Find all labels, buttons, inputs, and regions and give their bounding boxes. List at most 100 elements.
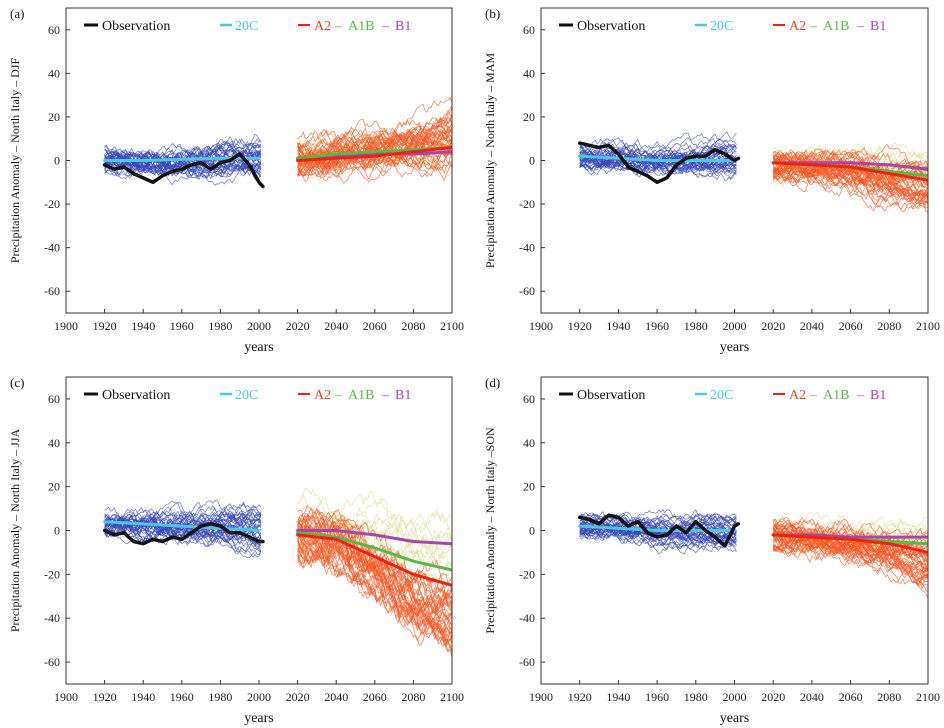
legend-a1b-label: A1B bbox=[823, 19, 849, 34]
x-tick-label: 1900 bbox=[54, 319, 78, 333]
series-a2-line bbox=[296, 145, 452, 162]
panel-d: 1900 1920 1940 1960 1980 2000 2020 2040 2060 2080… bbox=[483, 375, 940, 726]
y-tick-label: -20 bbox=[519, 197, 535, 211]
series-observation-line bbox=[577, 513, 741, 548]
ensemble-member-line bbox=[104, 145, 262, 174]
ensemble-member-line bbox=[297, 146, 452, 178]
legend: Observation 20C A2– A1B – B1 bbox=[84, 388, 411, 403]
y-axis-label: Precipitation Anomaly – North Italy –SON bbox=[483, 427, 497, 634]
legend-a1b-label: A1B bbox=[823, 388, 849, 403]
legend-b1-swatch: – bbox=[856, 388, 865, 403]
x-tick-label: 2020 bbox=[761, 690, 785, 704]
x-tick-label: 2080 bbox=[877, 690, 901, 704]
x-tick-label: 1920 bbox=[93, 690, 117, 704]
y-tick-label: 60 bbox=[48, 23, 60, 37]
ensemble-member-line bbox=[297, 117, 452, 166]
y-tick-label: 0 bbox=[54, 154, 60, 168]
y-tick-label: 20 bbox=[523, 110, 535, 124]
panel-label: (d) bbox=[485, 375, 500, 390]
y-tick-label: -40 bbox=[44, 241, 60, 255]
legend-observation-label: Observation bbox=[577, 388, 645, 403]
legend-a2-label: A2 bbox=[789, 388, 806, 403]
ensemble-member-line bbox=[772, 522, 928, 585]
y-tick-label: 0 bbox=[529, 154, 535, 168]
x-axis-label: years bbox=[720, 340, 750, 355]
ensemble-member-line bbox=[104, 135, 262, 164]
x-tick-label: 2040 bbox=[800, 690, 824, 704]
y-tick-label: -20 bbox=[44, 197, 60, 211]
legend-20c-label: 20C bbox=[235, 388, 258, 403]
x-tick-label: 2040 bbox=[324, 319, 348, 333]
x-tick-label: 2000 bbox=[723, 690, 747, 704]
panel-label: (a) bbox=[10, 6, 24, 21]
ensemble-member-line bbox=[773, 518, 928, 562]
ensemble-member-line bbox=[297, 96, 452, 162]
legend: Observation 20C A2– A1B – B1 bbox=[559, 19, 886, 34]
series-observation-line bbox=[577, 141, 741, 185]
x-tick-label: 2000 bbox=[723, 319, 747, 333]
x-tick-label: 1900 bbox=[529, 690, 553, 704]
legend-a1b-label: A1B bbox=[348, 19, 374, 34]
x-axis-label: years bbox=[720, 711, 750, 726]
y-tick-label: 40 bbox=[523, 436, 535, 450]
ensemble-member-line bbox=[104, 512, 262, 535]
ensemble-member-line bbox=[579, 517, 737, 545]
y-axis-label: Precipitation Anomaly – North Italy – JJ… bbox=[8, 429, 22, 633]
x-axis-label: years bbox=[244, 711, 274, 726]
y-tick-label: 60 bbox=[48, 392, 60, 406]
series-a2-line bbox=[771, 161, 928, 182]
ensemble-member-line bbox=[104, 517, 262, 553]
legend-b1-swatch: – bbox=[381, 19, 390, 34]
y-tick-label: -20 bbox=[519, 567, 535, 581]
panel-c: 1900 1920 1940 1960 1980 2000 2020 2040 2060 2080… bbox=[8, 375, 464, 726]
x-tick-label: 2100 bbox=[916, 690, 940, 704]
ensemble-member-line bbox=[297, 507, 452, 621]
x-tick-label: 1900 bbox=[529, 319, 553, 333]
x-tick-label: 1940 bbox=[606, 690, 630, 704]
x-tick-label: 1900 bbox=[54, 690, 78, 704]
ensemble-member-line bbox=[579, 155, 737, 173]
legend-a1b-swatch: – bbox=[809, 388, 818, 403]
x-tick-label: 2060 bbox=[839, 690, 863, 704]
ensemble-member-line bbox=[104, 518, 262, 546]
x-tick-label: 2100 bbox=[916, 319, 940, 333]
ensemble-member-line bbox=[772, 153, 928, 182]
y-tick-label: -60 bbox=[44, 655, 60, 669]
ensemble-member-line bbox=[579, 150, 737, 172]
panel-label: (b) bbox=[485, 6, 500, 21]
x-tick-label: 1980 bbox=[684, 319, 708, 333]
y-tick-label: 60 bbox=[523, 392, 535, 406]
plot-area bbox=[102, 487, 452, 659]
ensemble-member-line bbox=[297, 487, 452, 560]
legend: Observation 20C A2– A1B – B1 bbox=[84, 19, 411, 34]
y-axis-label: Precipitation Anomaly – North Italy – MA… bbox=[483, 53, 497, 269]
x-tick-label: 2020 bbox=[286, 690, 310, 704]
ensemble-member-line bbox=[297, 535, 452, 632]
x-tick-label: 2000 bbox=[247, 690, 271, 704]
ensemble-member-line bbox=[297, 529, 452, 640]
y-tick-label: 60 bbox=[523, 23, 535, 37]
x-tick-label: 2040 bbox=[324, 690, 348, 704]
ensemble-member-line bbox=[297, 533, 452, 637]
x-tick-label: 2000 bbox=[247, 319, 271, 333]
legend-20c-label: 20C bbox=[710, 19, 733, 34]
ensemble-member-line bbox=[297, 107, 452, 161]
legend-a2-label: A2 bbox=[314, 19, 331, 34]
ensemble-member-line bbox=[104, 509, 262, 531]
legend-a2-label: A2 bbox=[789, 19, 806, 34]
legend: Observation 20C A2– A1B – B1 bbox=[559, 388, 886, 403]
y-tick-label: 0 bbox=[54, 524, 60, 538]
x-tick-label: 1960 bbox=[645, 690, 669, 704]
plot-area bbox=[577, 131, 928, 213]
x-tick-label: 2040 bbox=[800, 319, 824, 333]
x-tick-label: 2060 bbox=[839, 319, 863, 333]
series-20c-line bbox=[578, 524, 736, 532]
ensemble-member-line bbox=[104, 510, 261, 537]
y-tick-label: 20 bbox=[523, 480, 535, 494]
legend-b1-label: B1 bbox=[395, 19, 411, 34]
ensemble-member-line bbox=[297, 110, 452, 161]
series-b1-line bbox=[296, 529, 452, 546]
series-a1b-line bbox=[296, 531, 452, 572]
x-tick-label: 1980 bbox=[684, 690, 708, 704]
ensemble-member-line bbox=[297, 533, 452, 646]
